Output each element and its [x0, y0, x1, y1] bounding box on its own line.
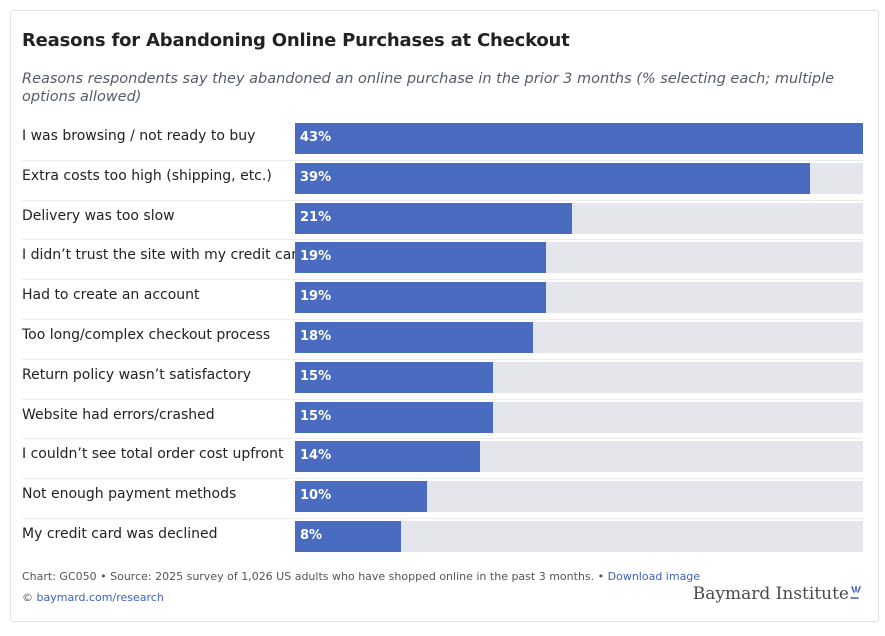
- bar-value-label: 15%: [300, 408, 332, 424]
- source-text: Chart: GC050 • Source: 2025 survey of 1,…: [22, 570, 605, 583]
- category-label: I was browsing / not ready to buy: [22, 128, 256, 144]
- bar-track: 15%: [295, 361, 863, 393]
- chart-title: Reasons for Abandoning Online Purchases …: [22, 30, 570, 51]
- bar-value-label: 19%: [300, 249, 332, 265]
- row-divider: [22, 398, 863, 400]
- row-divider: [22, 199, 863, 201]
- row-divider: [22, 478, 863, 480]
- category-label: Website had errors/crashed: [22, 406, 215, 423]
- baymard-logo-icon: [850, 586, 861, 599]
- bar: 8%: [295, 521, 401, 552]
- bar: 19%: [295, 282, 546, 314]
- bar: 14%: [295, 441, 480, 473]
- baymard-logo: Baymard Institute: [693, 584, 863, 604]
- bar: 39%: [295, 162, 811, 194]
- category-label: Extra costs too high (shipping, etc.): [22, 167, 272, 184]
- row-divider: [22, 239, 863, 241]
- category-label: My credit card was declined: [22, 526, 218, 542]
- bar: 19%: [295, 242, 546, 274]
- source-note: Chart: GC050 • Source: 2025 survey of 1,…: [22, 570, 700, 583]
- bar-track: 43%: [295, 123, 863, 154]
- copyright-symbol: ©: [22, 591, 33, 604]
- chart-subtitle: Reasons respondents say they abandoned a…: [22, 71, 835, 105]
- bar: 15%: [295, 361, 494, 393]
- category-label: Return policy wasn’t satisfactory: [22, 366, 252, 383]
- row-divider: [22, 279, 863, 281]
- bar-value-label: 10%: [300, 488, 332, 504]
- bar-value-label: 43%: [300, 130, 332, 145]
- bar-track: 10%: [295, 481, 863, 513]
- bar: 10%: [295, 481, 428, 513]
- row-divider: [22, 438, 863, 440]
- bar-value-label: 21%: [300, 209, 332, 225]
- bar-track: 19%: [295, 282, 863, 314]
- bar-track: 19%: [295, 242, 863, 274]
- bar-value-label: 19%: [300, 289, 332, 305]
- copyright-note: © baymard.com/research: [22, 591, 164, 604]
- chart-card: [10, 10, 879, 622]
- category-label: Too long/complex checkout process: [22, 327, 271, 343]
- bar-track: 8%: [295, 521, 863, 552]
- bar-value-label: 15%: [300, 368, 332, 384]
- category-label: I didn’t trust the site with my credit c…: [22, 247, 306, 264]
- row-divider: [22, 358, 863, 360]
- row-divider: [22, 518, 863, 519]
- bar-track: 14%: [295, 441, 863, 473]
- download-image-link[interactable]: Download image: [607, 570, 701, 583]
- baymard-research-link[interactable]: baymard.com/research: [36, 591, 164, 604]
- category-label: I couldn’t see total order cost upfront: [22, 446, 284, 463]
- bar: 15%: [295, 401, 494, 433]
- category-label: Had to create an account: [22, 287, 200, 304]
- bar: 21%: [295, 202, 573, 234]
- category-label: Delivery was too slow: [22, 207, 175, 224]
- row-divider: [22, 159, 863, 161]
- bar-track: 39%: [295, 162, 863, 194]
- bar-track: 21%: [295, 202, 863, 234]
- bar: 18%: [295, 322, 533, 353]
- bar-track: 18%: [295, 322, 863, 353]
- bar-value-label: 18%: [300, 329, 332, 344]
- row-divider: [22, 319, 863, 320]
- bar: 43%: [295, 123, 863, 154]
- bar-value-label: 14%: [300, 448, 332, 464]
- bar-track: 15%: [295, 401, 863, 433]
- logo-text: Baymard Institute: [692, 584, 849, 604]
- bar-value-label: 8%: [300, 528, 323, 543]
- category-label: Not enough payment methods: [22, 486, 237, 503]
- bar-value-label: 39%: [300, 169, 332, 185]
